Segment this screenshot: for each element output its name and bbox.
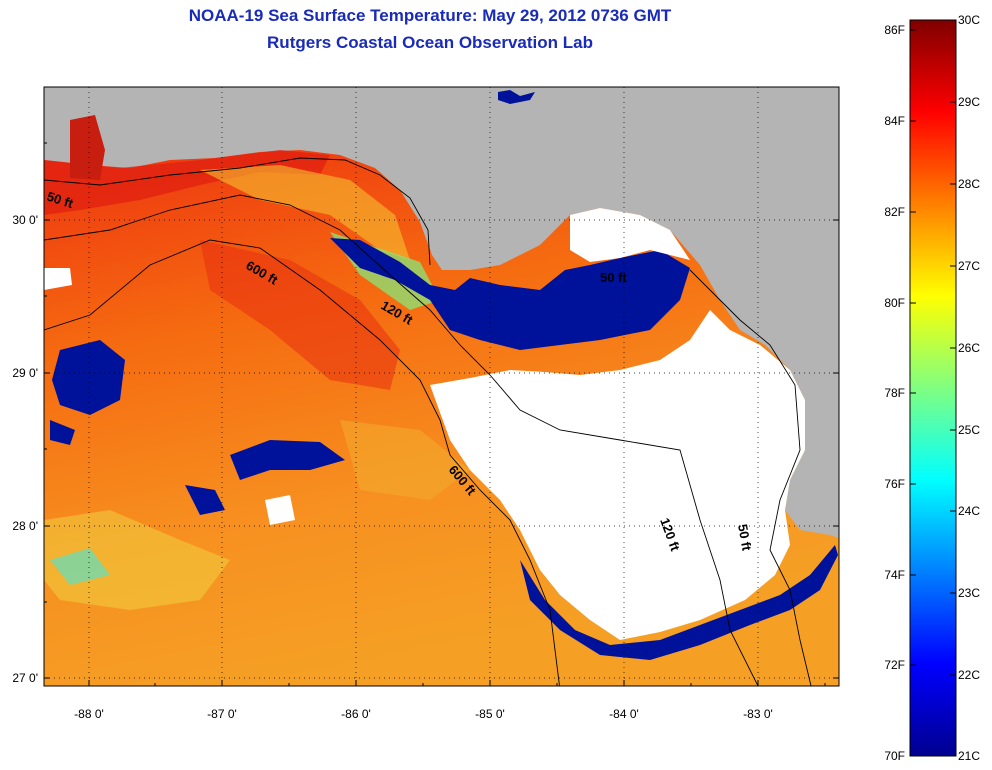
colorbar-f-label: 84F	[884, 114, 905, 128]
colorbar-c-label: 30C	[958, 13, 980, 27]
lat-tick-label: 28 0'	[12, 519, 38, 533]
colorbar-f-label: 80F	[884, 296, 905, 310]
lon-tick-label: -86 0'	[341, 707, 371, 721]
colorbar-f-label: 82F	[884, 205, 905, 219]
lon-tick-label: -83 0'	[743, 707, 773, 721]
colorbar-c-label: 23C	[958, 586, 980, 600]
colorbar-f-label: 76F	[884, 477, 905, 491]
colorbar-c-label: 21C	[958, 749, 980, 763]
lon-tick-label: -85 0'	[475, 707, 505, 721]
map-frame	[43, 86, 840, 687]
lon-tick-label: -87 0'	[207, 707, 237, 721]
map-panel: 50 ft 600 ft 120 ft 50 ft 600 ft 120 ft …	[12, 86, 840, 721]
contour-label: 50 ft	[735, 523, 755, 553]
colorbar-f-label: 86F	[884, 23, 905, 37]
lon-tick-label: -84 0'	[609, 707, 639, 721]
colorbar-gradient	[909, 19, 957, 757]
colorbar-f-label: 78F	[884, 386, 905, 400]
cold-patch	[330, 238, 690, 350]
lat-tick-label: 30 0'	[12, 213, 38, 227]
colorbar: 86F 84F 82F 80F 78F 76F 74F 72F 70F 30C …	[884, 13, 980, 763]
lat-tick-label: 29 0'	[12, 366, 38, 380]
colorbar-c-label: 26C	[958, 341, 980, 355]
lat-tick-label: 27 0'	[12, 671, 38, 685]
lon-tick-label: -88 0'	[74, 707, 104, 721]
colorbar-c-label: 24C	[958, 504, 980, 518]
chart-subtitle: Rutgers Coastal Ocean Observation Lab	[267, 33, 593, 52]
colorbar-c-label: 22C	[958, 668, 980, 682]
colorbar-f-label: 70F	[884, 749, 905, 763]
colorbar-f-label: 72F	[884, 658, 905, 672]
colorbar-f-label: 74F	[884, 568, 905, 582]
colorbar-c-label: 28C	[958, 177, 980, 191]
colorbar-c-label: 27C	[958, 259, 980, 273]
contour-label: 50 ft	[600, 270, 627, 285]
colorbar-c-label: 25C	[958, 423, 980, 437]
chart-title: NOAA-19 Sea Surface Temperature: May 29,…	[188, 6, 672, 25]
no-data-region	[430, 310, 805, 640]
colorbar-c-label: 29C	[958, 95, 980, 109]
